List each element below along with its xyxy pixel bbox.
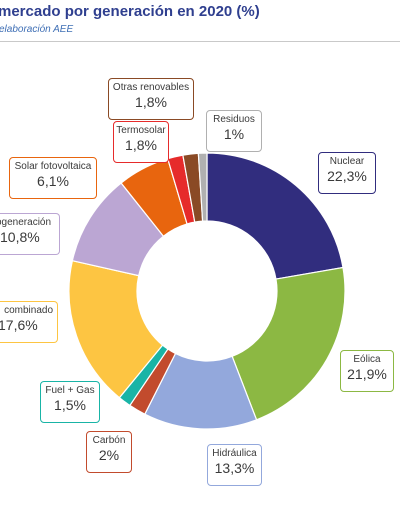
label-otras-renovables-name: Otras renovables bbox=[112, 82, 190, 93]
slice-e-lica bbox=[231, 266, 346, 421]
chart-source: elaboración AEE bbox=[0, 24, 74, 35]
label-otras-renovables-value: 1,8% bbox=[135, 94, 167, 110]
label-fuel-gas: Fuel + Gas 1,5% bbox=[40, 381, 100, 423]
label-ciclo-combinado-value: 17,6% bbox=[0, 317, 38, 333]
label-termosolar: Termosolar 1,8% bbox=[113, 121, 169, 163]
label-cogeneracion: ogeneración 10,8% bbox=[0, 213, 60, 255]
label-hidraulica-value: 13,3% bbox=[214, 460, 255, 476]
label-solar-fotovoltaica-value: 6,1% bbox=[37, 173, 69, 189]
label-eolica: Eólica 21,9% bbox=[340, 350, 394, 392]
label-carbon: Carbón 2% bbox=[86, 431, 132, 473]
header-divider bbox=[0, 41, 400, 42]
slice-residuos bbox=[197, 152, 208, 222]
label-ciclo-combinado-name: combinado bbox=[4, 305, 53, 316]
label-nuclear: Nuclear 22,3% bbox=[318, 152, 376, 194]
label-carbon-value: 2% bbox=[98, 447, 120, 463]
label-cogeneracion-value: 10,8% bbox=[0, 229, 40, 245]
label-fuel-gas-value: 1,5% bbox=[54, 397, 86, 413]
label-nuclear-value: 22,3% bbox=[327, 168, 367, 184]
label-termosolar-value: 1,8% bbox=[125, 137, 157, 153]
label-eolica-value: 21,9% bbox=[347, 366, 387, 382]
label-solar-fotovoltaica: Solar fotovoltaica 6,1% bbox=[9, 157, 97, 199]
label-cogeneracion-name: ogeneración bbox=[0, 217, 52, 228]
label-nuclear-name: Nuclear bbox=[329, 156, 365, 167]
slice-nuclear bbox=[206, 152, 344, 280]
label-hidraulica-name: Hidráulica bbox=[212, 448, 257, 459]
label-eolica-name: Eólica bbox=[353, 354, 381, 365]
label-termosolar-name: Termosolar bbox=[116, 125, 166, 136]
label-fuel-gas-name: Fuel + Gas bbox=[45, 385, 95, 396]
label-ciclo-combinado: combinado 17,6% bbox=[0, 301, 58, 343]
label-carbon-name: Carbón bbox=[92, 435, 126, 446]
label-otras-renovables: Otras renovables 1,8% bbox=[108, 78, 194, 120]
label-residuos: Residuos 1% bbox=[206, 110, 262, 152]
label-residuos-name: Residuos bbox=[213, 114, 255, 125]
label-solar-fotovoltaica-name: Solar fotovoltaica bbox=[14, 161, 92, 172]
label-hidraulica: Hidráulica 13,3% bbox=[207, 444, 262, 486]
chart-title: mercado por generación en 2020 (%) bbox=[0, 3, 260, 20]
label-residuos-value: 1% bbox=[223, 126, 245, 142]
